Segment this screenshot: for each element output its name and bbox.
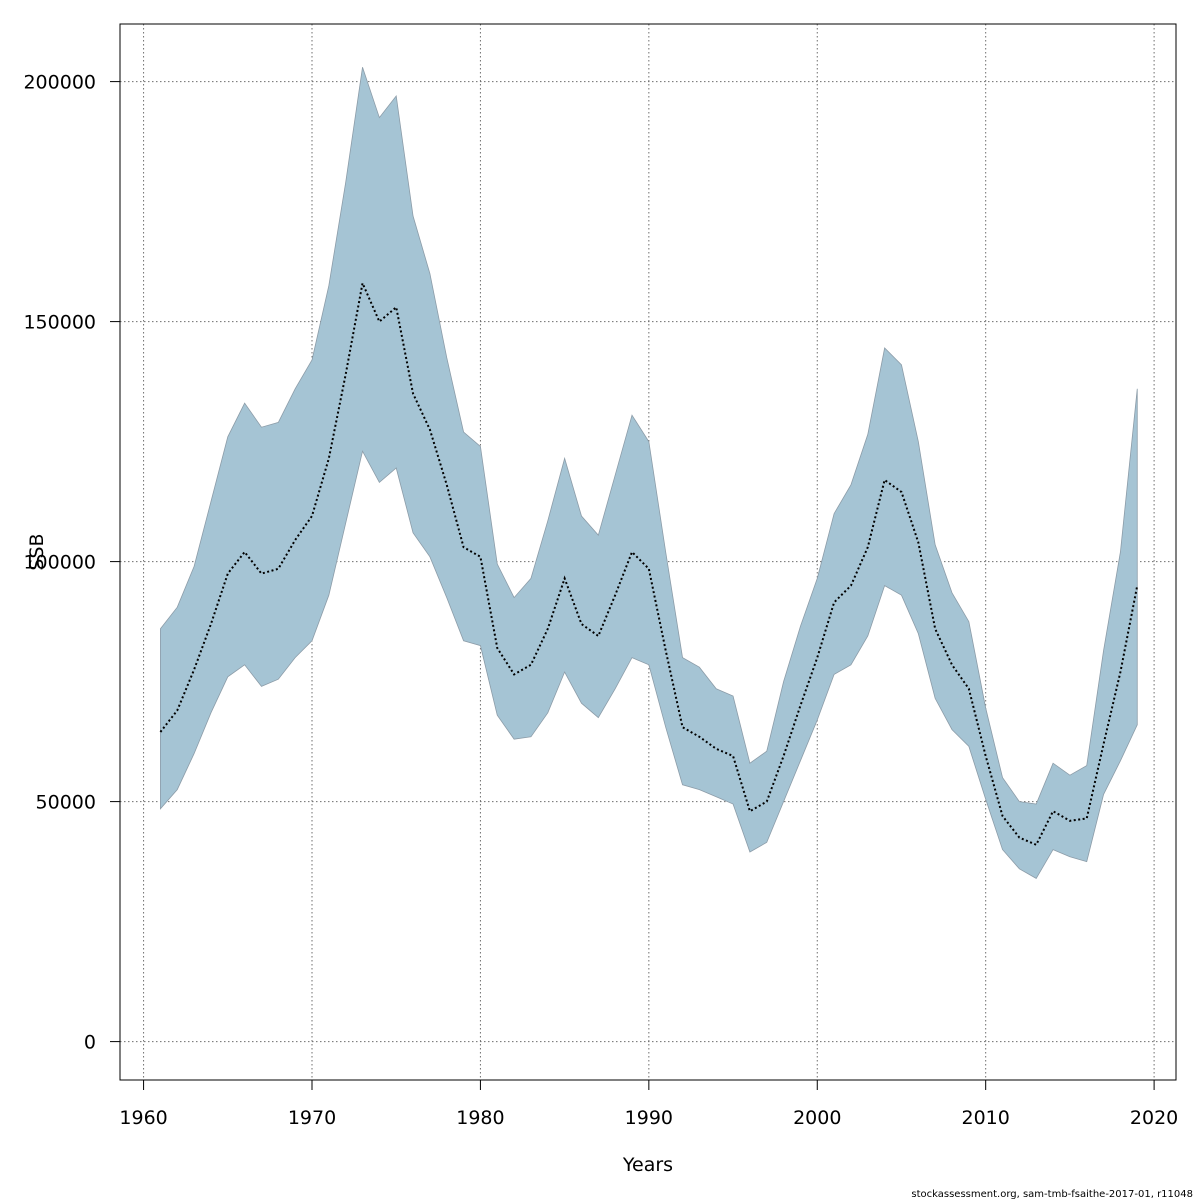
ssb-point (412, 393, 414, 395)
ssb-line (159, 279, 1139, 847)
ssb-point (917, 541, 919, 543)
ssb-point (193, 669, 195, 671)
ssb-estimate-line (159, 279, 1139, 847)
ssb-point (1119, 671, 1121, 673)
y-tick-label: 100000 (23, 552, 96, 574)
y-axis-title: SSB (26, 533, 48, 570)
ssb-point (564, 577, 566, 579)
ssb-point (665, 649, 667, 651)
ssb-point (345, 373, 347, 375)
ssb-point (580, 623, 582, 625)
ssb-point (631, 551, 633, 553)
ssb-point (159, 731, 161, 733)
x-tick-label: 2000 (793, 1107, 841, 1129)
ssb-point (176, 709, 178, 711)
ssb-point (934, 628, 936, 630)
ssb-point (479, 556, 481, 558)
ssb-point (496, 647, 498, 649)
ssb-point (985, 755, 987, 757)
ssb-point (244, 551, 246, 553)
y-tick-label: 200000 (23, 72, 96, 94)
ssb-point (682, 726, 684, 728)
ssb-point (900, 491, 902, 493)
ssb-point (210, 623, 212, 625)
ssb-point (783, 755, 785, 757)
ssb-point (362, 282, 364, 284)
ssb-point (463, 546, 465, 548)
ssb-point (816, 657, 818, 659)
x-tick-label: 1980 (456, 1107, 504, 1129)
x-axis: 1960 1970 1980 1990 2000 2010 2020 (119, 1079, 1178, 1129)
ssb-point (867, 546, 869, 548)
ssb-point (378, 321, 380, 323)
ssb-point (749, 810, 751, 812)
ssb-point (833, 601, 835, 603)
y-tick-label: 150000 (23, 312, 96, 334)
ssb-point (648, 568, 650, 570)
ssb-point (732, 755, 734, 757)
ssb-point (1002, 815, 1004, 817)
ssb-point (1018, 837, 1020, 839)
ssb-point (260, 573, 262, 575)
x-axis-title: Years (622, 1154, 673, 1176)
ssb-point (850, 585, 852, 587)
ssb-point (1052, 810, 1054, 812)
ssb-point (328, 457, 330, 459)
ssb-point (547, 628, 549, 630)
x-tick-label: 2010 (962, 1107, 1010, 1129)
ssb-point (597, 635, 599, 637)
ssb-point (294, 539, 296, 541)
ssb-point (1136, 585, 1138, 587)
ssb-point (766, 801, 768, 803)
ssb-point (951, 664, 953, 666)
y-tick-label: 0 (84, 1032, 96, 1054)
ssb-point (311, 515, 313, 517)
ssb-point (530, 664, 532, 666)
gridlines (120, 24, 1176, 1080)
ssb-point (968, 688, 970, 690)
x-tick-label: 1970 (288, 1107, 336, 1129)
ssb-point (1035, 844, 1037, 846)
ssb-point (799, 705, 801, 707)
ssb-point (1103, 743, 1105, 745)
ssb-point (1069, 820, 1071, 822)
x-tick-label: 2020 (1130, 1107, 1178, 1129)
ssb-point (698, 736, 700, 738)
ssb-point (395, 306, 397, 308)
ssb-point (614, 594, 616, 596)
ssb-point (513, 673, 515, 675)
x-tick-label: 1960 (119, 1107, 167, 1129)
y-axis: 0 50000 100000 150000 200000 (23, 72, 121, 1054)
footnote: stockassessment.org, sam-tmb-fsaithe-201… (911, 1189, 1193, 1200)
ssb-point (1086, 817, 1088, 819)
confidence-band (160, 67, 1138, 879)
confidence-band-area (160, 67, 1138, 879)
ssb-point (227, 573, 229, 575)
ssb-point (446, 484, 448, 486)
ssb-point (884, 479, 886, 481)
ssb-point (715, 748, 717, 750)
ssb-point (429, 429, 431, 431)
ssb-point (277, 568, 279, 570)
x-tick-label: 1990 (625, 1107, 673, 1129)
y-tick-label: 50000 (36, 792, 96, 814)
